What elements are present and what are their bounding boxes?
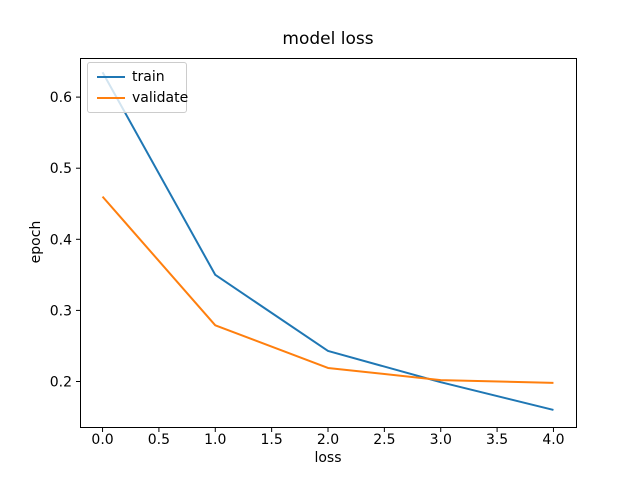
legend-item-train: train	[88, 67, 186, 87]
y-tick-label: 0.2	[50, 374, 72, 390]
x-axis-label: loss	[314, 450, 342, 466]
y-tick-label: 0.4	[50, 232, 72, 248]
chart-title: model loss	[282, 29, 374, 49]
x-tick-label: 4.0	[542, 432, 564, 448]
x-tick-label: 1.0	[204, 432, 226, 448]
y-tick-label: 0.6	[50, 90, 72, 106]
legend-label-validate: validate	[132, 90, 189, 106]
legend: train validate	[87, 62, 189, 113]
y-tick-label: 0.3	[50, 303, 72, 319]
train-line	[101, 71, 554, 411]
x-tick-label: 1.5	[261, 432, 283, 448]
validate-line-swatch	[97, 97, 125, 99]
x-tick-label: 0.0	[91, 432, 113, 448]
x-tick-label: 2.5	[373, 432, 395, 448]
plot-frame	[80, 58, 577, 428]
validate-line	[101, 195, 554, 384]
y-axis-label: epoch	[28, 220, 44, 264]
legend-label-train: train	[132, 69, 165, 85]
train-line-swatch	[97, 76, 125, 78]
x-tick-label: 2.0	[317, 432, 339, 448]
legend-item-validate: validate	[88, 88, 189, 108]
x-tick-label: 3.0	[430, 432, 452, 448]
y-tick-label: 0.5	[50, 161, 72, 177]
x-tick-label: 3.5	[486, 432, 508, 448]
x-tick-label: 0.5	[148, 432, 170, 448]
